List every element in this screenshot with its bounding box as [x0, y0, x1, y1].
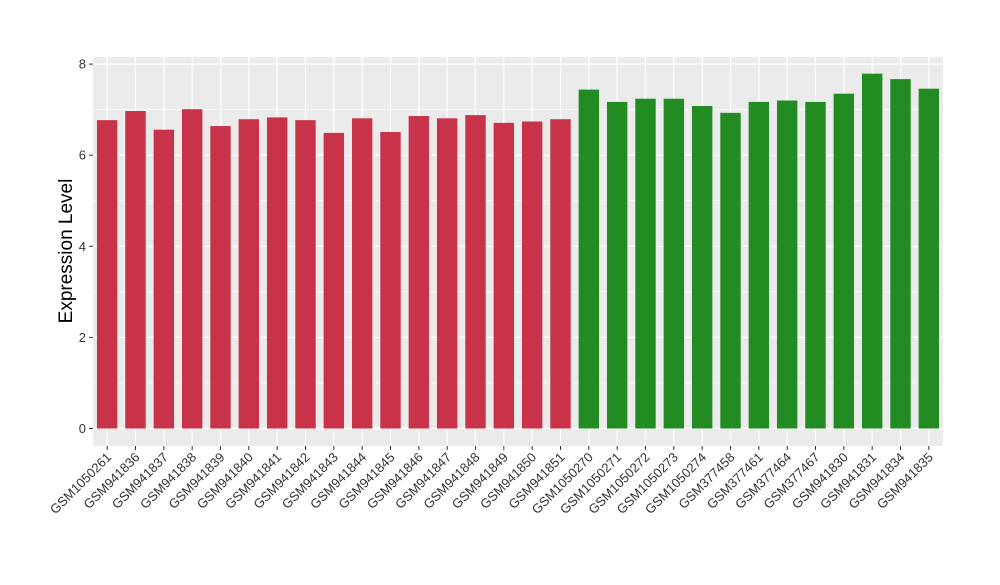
bar-GSM941835 [918, 88, 940, 429]
bar-GSM941839 [210, 126, 231, 429]
bar-GSM941848 [465, 115, 486, 429]
bar-GSM941831 [861, 73, 883, 429]
bar-GSM1050261 [96, 120, 118, 429]
bar-GSM941847 [436, 118, 458, 429]
bar-GSM941850 [521, 121, 543, 429]
bar-GSM941838 [181, 109, 203, 429]
bar-GSM941842 [295, 120, 316, 429]
bar-GSM941851 [550, 119, 571, 429]
bar-GSM941844 [351, 118, 373, 429]
minor-gridlines [93, 109, 943, 384]
bar-GSM941849 [493, 122, 515, 429]
bar-GSM377467 [805, 101, 826, 429]
bar-GSM941830 [833, 93, 855, 429]
bar-GSM941845 [380, 131, 401, 429]
bar-GSM941841 [266, 117, 288, 429]
y-axis-label: Expression Level [56, 179, 77, 324]
y-tick-label: 8 [79, 57, 86, 72]
bar-GSM377458 [720, 112, 741, 429]
bar-GSM1050273 [663, 98, 685, 429]
bar-GSM941846 [408, 116, 430, 429]
bar-GSM1050271 [606, 101, 628, 429]
bar-GSM941836 [125, 111, 146, 429]
y-tick-label: 4 [79, 239, 86, 254]
bar-GSM1050272 [635, 98, 656, 429]
bar-GSM377464 [776, 100, 798, 429]
y-tick-label: 2 [79, 330, 86, 345]
bar-GSM941840 [238, 119, 260, 429]
x-axis: GSM1050261GSM941836GSM941837GSM941838GSM… [47, 446, 936, 517]
bar-GSM941843 [323, 132, 345, 429]
bar-GSM1050270 [578, 89, 600, 429]
bars [96, 73, 940, 429]
y-tick-label: 0 [79, 421, 86, 436]
y-tick-label: 6 [79, 148, 86, 163]
plot-panel [93, 57, 943, 446]
bar-GSM941837 [153, 129, 175, 429]
bar-GSM941834 [890, 79, 911, 429]
bar-GSM1050274 [691, 106, 713, 429]
y-axis: 0 2 4 6 8 [79, 57, 93, 436]
bar-GSM377461 [748, 101, 770, 429]
